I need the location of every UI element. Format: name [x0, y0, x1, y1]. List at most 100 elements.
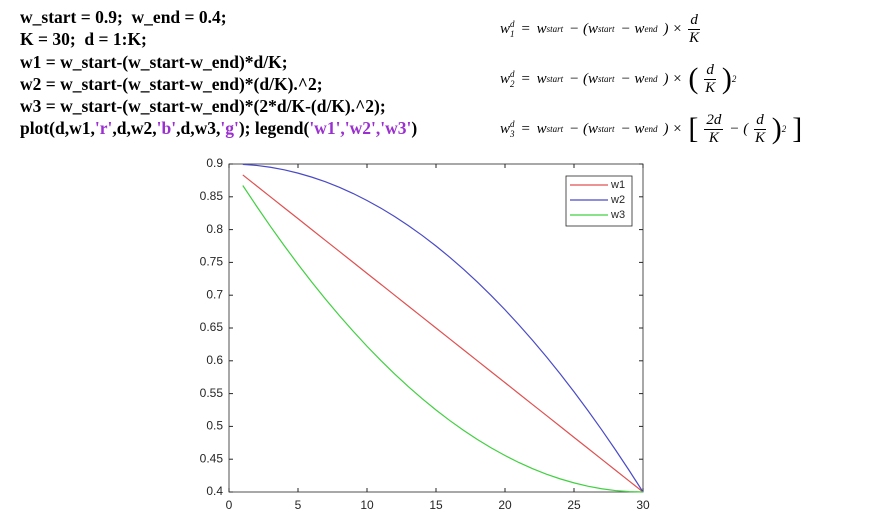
code-text: )	[411, 118, 418, 139]
token-text: ) ×	[663, 120, 683, 137]
token-text: w	[536, 120, 547, 137]
formula-token: − (w start	[569, 71, 614, 88]
formula-token: − (	[729, 121, 748, 138]
token-text: =	[520, 120, 531, 137]
formula-token: ) 2	[722, 62, 737, 96]
code-string: 'r'	[94, 118, 113, 139]
legend-label: w2	[610, 194, 625, 206]
y-tick-label: 0.4	[206, 484, 223, 498]
code-text: w_start = 0.9; w_end = 0.4;	[20, 7, 227, 27]
formula-token: (	[688, 62, 698, 96]
token-text: (	[688, 62, 699, 95]
code-line: w2 = w_start-(w_start-w_end)*(d/K).^2;	[20, 73, 417, 95]
y-tick-label: 0.5	[206, 419, 223, 433]
formula: w d 1 = w start − (w start − w end ) × d K	[500, 4, 808, 54]
code-text: ,d,w3,	[176, 118, 221, 139]
formula-token: − w end	[621, 121, 658, 138]
numerator: 2d	[704, 111, 724, 130]
token-text: )	[721, 62, 732, 95]
subscript: start	[598, 124, 615, 134]
formula-token: − (w start	[569, 121, 614, 138]
subscript: end	[644, 24, 658, 34]
subscript: 2	[510, 79, 515, 89]
token-text: [	[688, 112, 699, 145]
formula: w d 2 = w start − (w start − w end) ×(d K) 2	[500, 54, 808, 104]
x-tick-label: 25	[567, 498, 581, 512]
code-text: ); legend(	[238, 118, 310, 139]
line-series	[242, 163, 644, 493]
token-text: − w	[620, 70, 645, 87]
x-tick-label: 0	[226, 498, 233, 512]
denominator: K	[754, 129, 765, 146]
formula-token: ) ×	[663, 121, 682, 138]
code-string: 'w1','w2','w3'	[309, 118, 412, 139]
numerator: d	[754, 111, 766, 130]
token-text: ) ×	[663, 20, 683, 37]
formula-token: =	[521, 121, 531, 138]
superscript: d	[510, 119, 515, 129]
subscript: start	[598, 74, 615, 84]
subscript: start	[546, 124, 564, 134]
x-tick-label: 30	[636, 498, 650, 512]
subscript: start	[546, 24, 564, 34]
token-text: w	[500, 70, 511, 87]
formula-token: w start	[537, 121, 564, 138]
code-line: w3 = w_start-(w_start-w_end)*(2*d/K-(d/K…	[20, 95, 417, 117]
code-line: w1 = w_start-(w_start-w_end)*d/K;	[20, 51, 417, 73]
subscript: end	[644, 124, 658, 134]
x-tick-label: 10	[360, 498, 374, 512]
token-text: − (	[729, 120, 749, 137]
denominator: K	[689, 29, 700, 46]
formula-token: =	[521, 21, 531, 38]
formula-token: ) ×	[663, 71, 682, 88]
token-text: w	[536, 70, 547, 87]
denominator: K	[705, 79, 716, 96]
fraction: 2d K	[704, 111, 724, 147]
legend-box	[565, 175, 633, 227]
code-text: w3 = w_start-(w_start-w_end)*(2*d/K-(d/K…	[20, 96, 386, 117]
token-text: w	[500, 120, 511, 137]
x-tick-label: 20	[498, 498, 512, 512]
y-tick-label: 0.9	[206, 156, 223, 170]
legend-label: w1	[610, 179, 625, 191]
y-tick-label: 0.6	[206, 353, 223, 367]
code-line: plot(d,w1,'r',d,w2,'b',d,w3,'g'); legend…	[20, 117, 417, 139]
x-tick-label: 15	[429, 498, 443, 512]
formula-token: − w end	[621, 71, 658, 88]
formula-token: w start	[537, 21, 564, 38]
code-text: K = 30; d = 1:K;	[20, 29, 147, 50]
y-tick-label: 0.55	[200, 386, 224, 400]
y-tick-label: 0.7	[206, 287, 223, 301]
subscript: end	[644, 74, 658, 84]
formula-token: ]	[792, 112, 802, 146]
formula-token: =	[521, 71, 531, 88]
token-text: ) ×	[663, 70, 683, 87]
y-tick-label: 0.85	[200, 189, 224, 203]
numerator: d	[704, 61, 716, 80]
formula-token: − w end	[621, 21, 658, 38]
token-text: − (w	[569, 70, 599, 87]
y-tick-label: 0.8	[206, 222, 223, 236]
superscript: 2	[731, 74, 737, 84]
code-text: w1 = w_start-(w_start-w_end)*d/K;	[20, 51, 288, 72]
y-tick-label: 0.65	[200, 320, 224, 334]
subscript: start	[546, 74, 564, 84]
token-text: − (w	[569, 120, 599, 137]
code-line: K = 30; d = 1:K;	[20, 28, 417, 50]
token-text: ]	[792, 112, 803, 145]
numerator: d	[688, 11, 700, 30]
y-tick-label: 0.75	[200, 255, 224, 269]
formula-token: w start	[537, 71, 564, 88]
formula-token: − (w start	[569, 21, 614, 38]
code-string: 'b'	[156, 118, 177, 139]
token-text: =	[520, 20, 531, 37]
code-line: w_start = 0.9; w_end = 0.4;	[20, 6, 417, 28]
